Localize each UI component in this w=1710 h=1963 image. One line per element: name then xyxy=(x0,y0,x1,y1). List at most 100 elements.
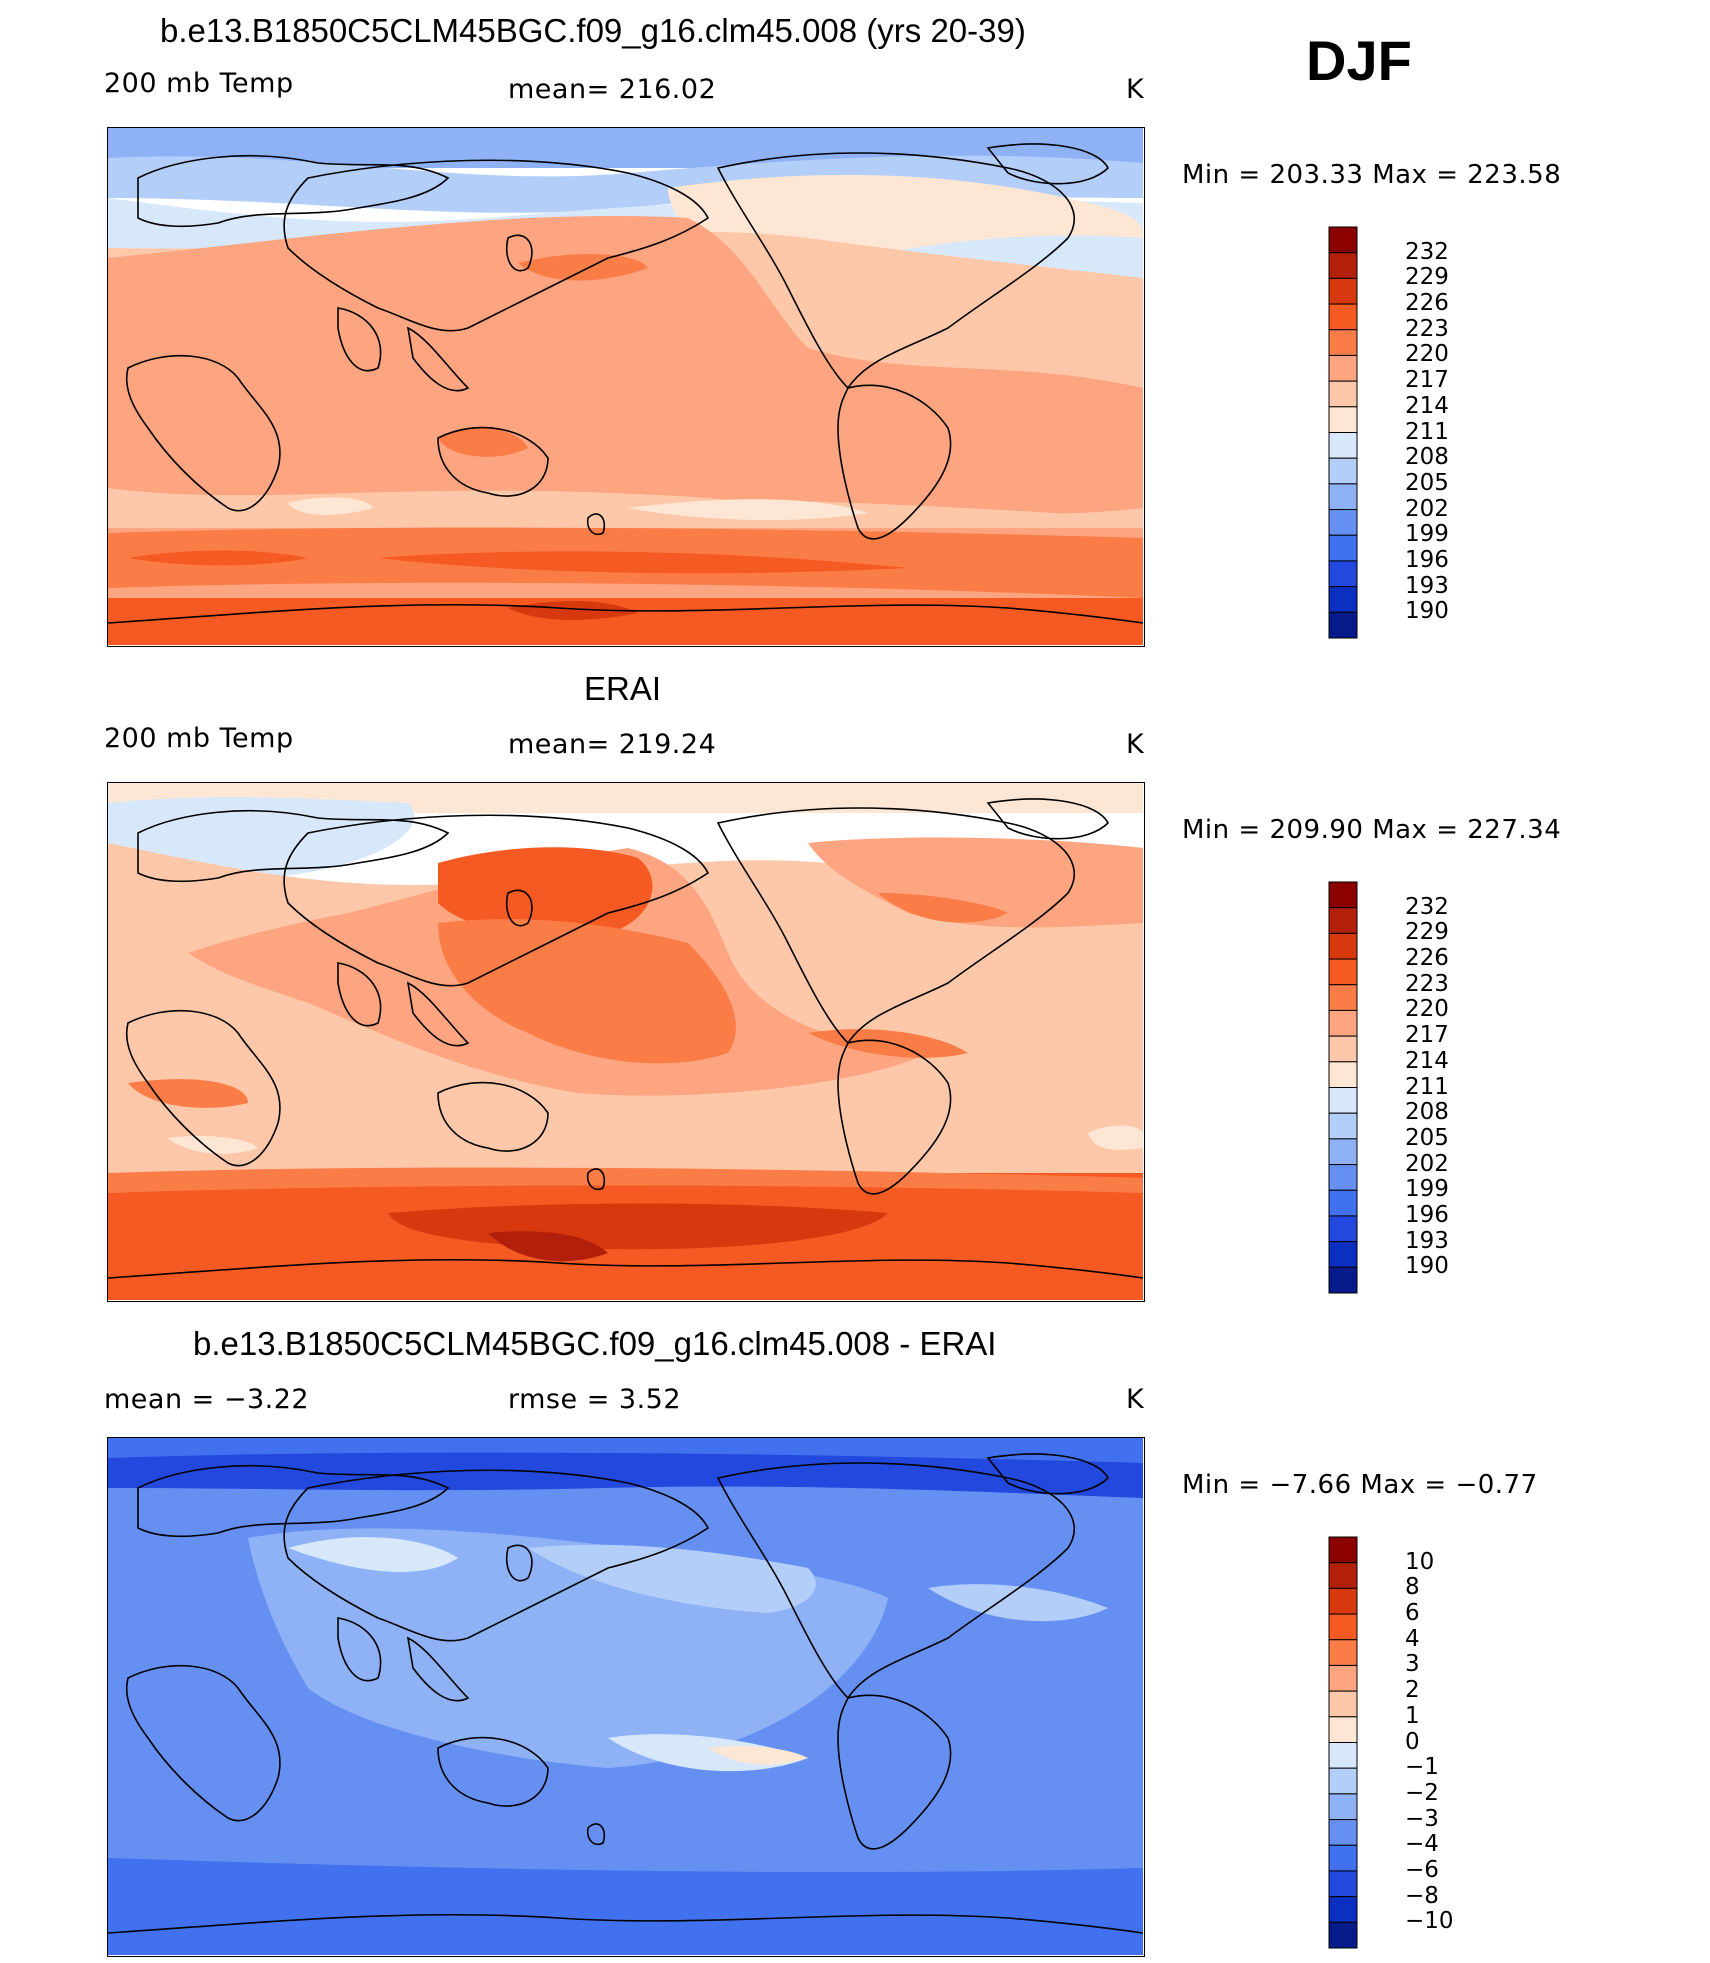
colorbar-tick-label: −1 xyxy=(1405,1754,1439,1781)
colorbar-swatch xyxy=(1328,1536,1358,1564)
colorbar-swatch xyxy=(1328,984,1358,1011)
colorbar-swatch xyxy=(1328,329,1358,356)
colorbar-swatch xyxy=(1328,1921,1358,1949)
colorbar-tick-label: 4 xyxy=(1405,1625,1420,1652)
colorbar-swatch xyxy=(1328,1742,1358,1769)
panel-2-units: K xyxy=(1126,729,1145,760)
colorbar-swatch xyxy=(1328,560,1358,588)
panel-1-map xyxy=(107,127,1145,647)
contour-fill xyxy=(108,1438,1143,1955)
season-label: DJF xyxy=(1306,29,1412,92)
colorbar-swatch xyxy=(1328,1844,1358,1872)
colorbar-tick-label: −3 xyxy=(1405,1805,1439,1832)
colorbar-swatch xyxy=(1328,958,1358,986)
coastlines xyxy=(108,1453,1143,1934)
colorbar-swatch xyxy=(1328,1896,1358,1923)
panel-3-left-label: mean = −3.22 xyxy=(104,1384,310,1415)
colorbar-swatch xyxy=(1328,277,1358,305)
coastlines xyxy=(108,798,1143,1279)
colorbar-tick-label: 223 xyxy=(1405,970,1449,997)
colorbar-swatch xyxy=(1328,932,1358,960)
colorbar-tick-label: 211 xyxy=(1405,1073,1449,1100)
colorbar-swatch xyxy=(1328,1690,1358,1718)
colorbar-tick-label: 6 xyxy=(1405,1600,1420,1627)
colorbar-tick-label: −8 xyxy=(1405,1882,1439,1909)
panel-2-min-max: Min = 209.90 Max = 227.34 xyxy=(1182,815,1562,845)
colorbar-swatch xyxy=(1328,252,1358,279)
panel-1-units: K xyxy=(1126,74,1145,105)
colorbar-swatch xyxy=(1328,483,1358,511)
colorbar-tick-label: 202 xyxy=(1405,495,1449,522)
colorbar-tick-label: 214 xyxy=(1405,1047,1449,1074)
colorbar-tick-label: 226 xyxy=(1405,945,1449,972)
colorbar-tick-label: 229 xyxy=(1405,264,1449,291)
colorbar-tick-label: 199 xyxy=(1405,1176,1449,1203)
colorbar-tick-label: 196 xyxy=(1405,546,1449,573)
colorbar-tick-label: 10 xyxy=(1405,1548,1435,1575)
coastlines xyxy=(108,143,1143,624)
colorbar-tick-label: 217 xyxy=(1405,1022,1449,1049)
panel-3-min-max: Min = −7.66 Max = −0.77 xyxy=(1182,1470,1538,1500)
colorbar-tick-label: 190 xyxy=(1405,598,1449,625)
colorbar-swatch xyxy=(1328,1061,1358,1088)
colorbar-swatch xyxy=(1328,1164,1358,1191)
colorbar-tick-label: 2 xyxy=(1405,1677,1420,1704)
panel-2-left-label: 200 mb Temp xyxy=(104,723,294,754)
colorbar-tick-label: −6 xyxy=(1405,1856,1439,1883)
colorbar-swatches xyxy=(1328,881,1358,1294)
colorbar-swatch xyxy=(1328,534,1358,562)
panel-2-map xyxy=(107,782,1145,1302)
colorbar-swatch xyxy=(1328,1587,1358,1615)
panel-3-colorbar: 10 8 6 4 3 2 1 0 −1 −2 −3 −4 −6 −8 −10 xyxy=(1328,1536,1454,1949)
panel-3-title: b.e13.B1850C5CLM45BGC.f09_g16.clm45.008 … xyxy=(193,1325,997,1362)
colorbar-tick-label: 232 xyxy=(1405,238,1449,265)
colorbar-tick-label: 220 xyxy=(1405,341,1449,368)
colorbar-swatch xyxy=(1328,406,1358,433)
panel-2-center-label: mean= 219.24 xyxy=(508,729,717,760)
colorbar-swatch xyxy=(1328,1009,1358,1037)
colorbar-tick-label: 190 xyxy=(1405,1253,1449,1280)
colorbar-swatch xyxy=(1328,1793,1358,1821)
colorbar-swatch xyxy=(1328,1819,1358,1846)
colorbar-swatch xyxy=(1328,611,1358,639)
colorbar-swatch xyxy=(1328,1035,1358,1063)
colorbar-swatch xyxy=(1328,1767,1358,1795)
colorbar-tick-label: 1 xyxy=(1405,1702,1420,1729)
panel-1-colorbar: 232 229 226 223 220 217 214 211 208 205 202 199 196 1… xyxy=(1328,226,1449,639)
colorbar-tick-label: 217 xyxy=(1405,367,1449,394)
colorbar-swatch xyxy=(1328,226,1358,254)
colorbar-tick-label: −2 xyxy=(1405,1779,1439,1806)
colorbar-swatch xyxy=(1328,380,1358,408)
colorbar-tick-label: 3 xyxy=(1405,1651,1420,1678)
colorbar-swatch xyxy=(1328,1613,1358,1641)
colorbar-tick-label: 220 xyxy=(1405,996,1449,1023)
colorbar-swatch xyxy=(1328,1716,1358,1743)
colorbar-tick-label: 214 xyxy=(1405,392,1449,419)
colorbar-tick-label: 229 xyxy=(1405,919,1449,946)
colorbar-swatch xyxy=(1328,586,1358,613)
colorbar-swatch xyxy=(1328,1870,1358,1898)
panel-1-min-max: Min = 203.33 Max = 223.58 xyxy=(1182,160,1562,190)
colorbar-swatch xyxy=(1328,881,1358,909)
panel-2-colorbar: 232 229 226 223 220 217 214 211 208 205 202 199 196 1… xyxy=(1328,881,1449,1294)
colorbar-swatch xyxy=(1328,1664,1358,1692)
colorbar-swatch xyxy=(1328,1112,1358,1140)
colorbar-tick-label: 196 xyxy=(1405,1201,1449,1228)
colorbar-tick-label: 202 xyxy=(1405,1150,1449,1177)
colorbar-swatch xyxy=(1328,354,1358,382)
colorbar-swatch xyxy=(1328,432,1358,459)
panel-2-title: ERAI xyxy=(584,670,662,707)
colorbar-tick-label: 208 xyxy=(1405,444,1449,471)
panel-1-title: b.e13.B1850C5CLM45BGC.f09_g16.clm45.008 … xyxy=(160,12,1026,49)
colorbar-tick-label: 208 xyxy=(1405,1099,1449,1126)
colorbar-tick-label: 0 xyxy=(1405,1728,1420,1755)
colorbar-swatch xyxy=(1328,1215,1358,1243)
colorbar-swatch xyxy=(1328,1138,1358,1166)
colorbar-swatch xyxy=(1328,303,1358,331)
colorbar-swatch xyxy=(1328,509,1358,536)
panel-1-left-label: 200 mb Temp xyxy=(104,68,294,99)
colorbar-tick-label: −10 xyxy=(1405,1908,1454,1935)
panel-3-center-label: rmse = 3.52 xyxy=(508,1384,682,1415)
colorbar-tick-label: 205 xyxy=(1405,469,1449,496)
colorbar-tick-label: 211 xyxy=(1405,418,1449,445)
